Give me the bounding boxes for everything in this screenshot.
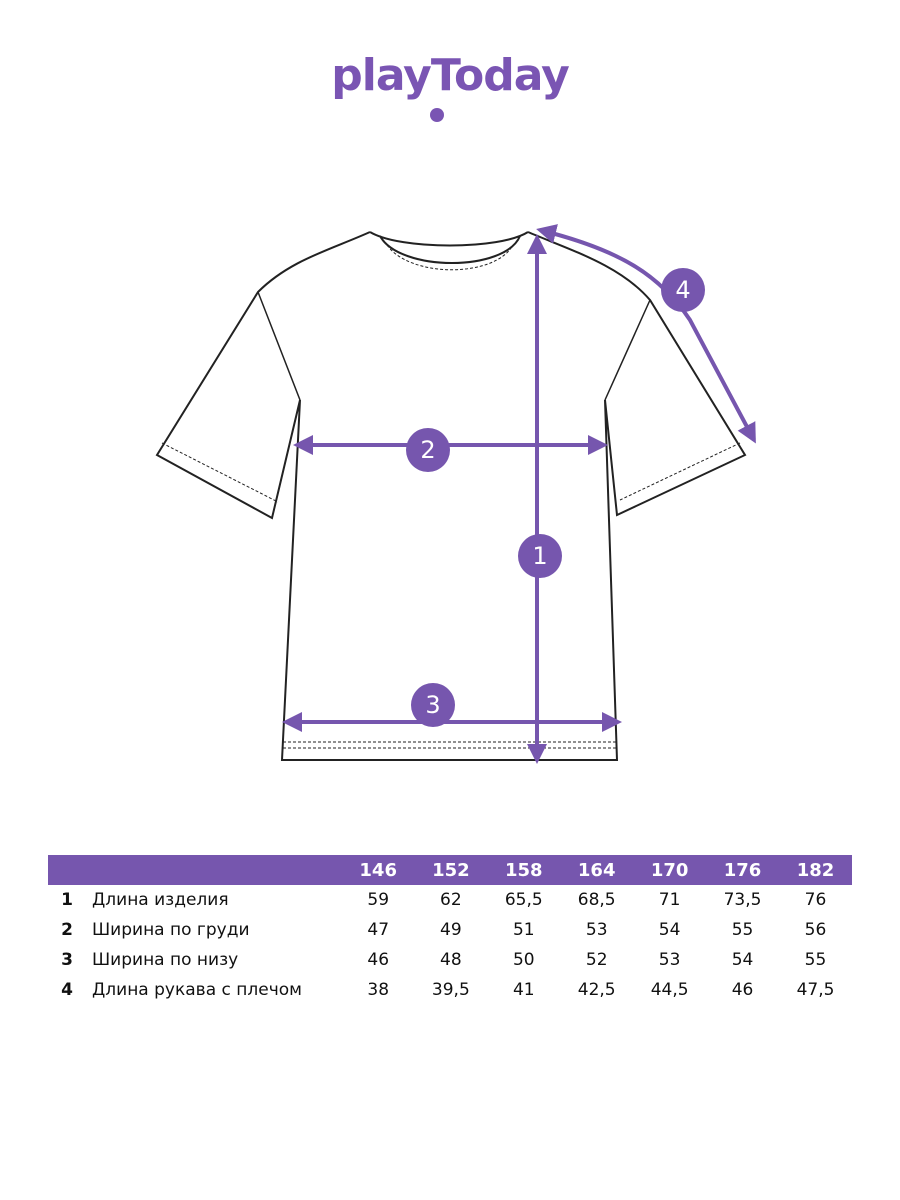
size-table: 146 152 158 164 170 176 182 1 Длина издел… <box>48 855 852 1005</box>
row-label: Ширина по груди <box>92 920 250 940</box>
cell-value: 53 <box>585 920 608 940</box>
cell-value: 48 <box>440 950 462 970</box>
marker-2: 2 <box>406 428 450 472</box>
cell-value: 46 <box>367 950 390 970</box>
size-header: 176 <box>723 859 762 881</box>
marker-3: 3 <box>411 683 455 727</box>
cell-value: 71 <box>658 890 681 910</box>
cell-value: 41 <box>512 980 535 1000</box>
svg-text:4: 4 <box>675 276 690 304</box>
size-header: 146 <box>359 859 397 881</box>
size-header-row: 146 152 158 164 170 176 182 <box>48 855 852 885</box>
table-row: 1 Длина изделия 59 62 65,5 68,5 71 73,5 76 <box>48 885 852 915</box>
tshirt-outline <box>155 231 747 761</box>
cell-value: 62 <box>440 890 462 910</box>
cell-value: 52 <box>585 950 608 970</box>
cell-value: 68,5 <box>577 890 616 910</box>
cell-value: 73,5 <box>723 890 762 910</box>
row-index: 3 <box>61 950 73 970</box>
marker-4: 4 <box>661 268 705 312</box>
cell-value: 46 <box>731 980 754 1000</box>
size-header: 152 <box>432 859 470 881</box>
measure-line-4 <box>536 224 756 444</box>
brand-logo: playToday <box>331 50 570 101</box>
table-row: 2 Ширина по груди 47 49 51 53 54 55 56 <box>48 915 852 945</box>
row-index: 2 <box>61 920 73 940</box>
row-index: 1 <box>61 890 73 910</box>
table-row: 3 Ширина по низу 46 48 50 52 53 54 55 <box>48 945 852 975</box>
svg-text:3: 3 <box>425 691 440 719</box>
row-index: 4 <box>61 980 73 1000</box>
cell-value: 53 <box>658 950 681 970</box>
row-label: Длина изделия <box>92 890 229 910</box>
logo-dot <box>430 108 444 122</box>
cell-value: 47,5 <box>796 980 835 1000</box>
row-label: Длина рукава с плечом <box>92 980 302 1000</box>
cell-value: 47 <box>367 920 390 940</box>
cell-value: 42,5 <box>577 980 616 1000</box>
cell-value: 44,5 <box>650 980 689 1000</box>
cell-value: 39,5 <box>431 980 470 1000</box>
size-header: 182 <box>796 859 835 881</box>
cell-value: 54 <box>658 920 681 940</box>
cell-value: 55 <box>804 950 827 970</box>
cell-value: 55 <box>731 920 754 940</box>
cell-value: 49 <box>440 920 462 940</box>
cell-value: 54 <box>731 950 754 970</box>
cell-value: 51 <box>512 920 535 940</box>
size-header: 170 <box>650 859 689 881</box>
cell-value: 38 <box>367 980 390 1000</box>
cell-value: 59 <box>367 890 390 910</box>
table-row: 4 Длина рукава с плечом 38 39,5 41 42,5 44,5 46… <box>48 975 852 1005</box>
svg-text:1: 1 <box>532 542 547 570</box>
cell-value: 50 <box>512 950 535 970</box>
row-label: Ширина по низу <box>92 950 239 970</box>
cell-value: 56 <box>804 920 827 940</box>
cell-value: 76 <box>804 890 827 910</box>
size-header: 158 <box>504 859 543 881</box>
svg-text:2: 2 <box>420 436 435 464</box>
tshirt-diagram: 1 2 3 4 <box>155 224 756 764</box>
marker-1: 1 <box>518 534 562 578</box>
cell-value: 65,5 <box>504 890 543 910</box>
size-header: 164 <box>577 859 616 881</box>
